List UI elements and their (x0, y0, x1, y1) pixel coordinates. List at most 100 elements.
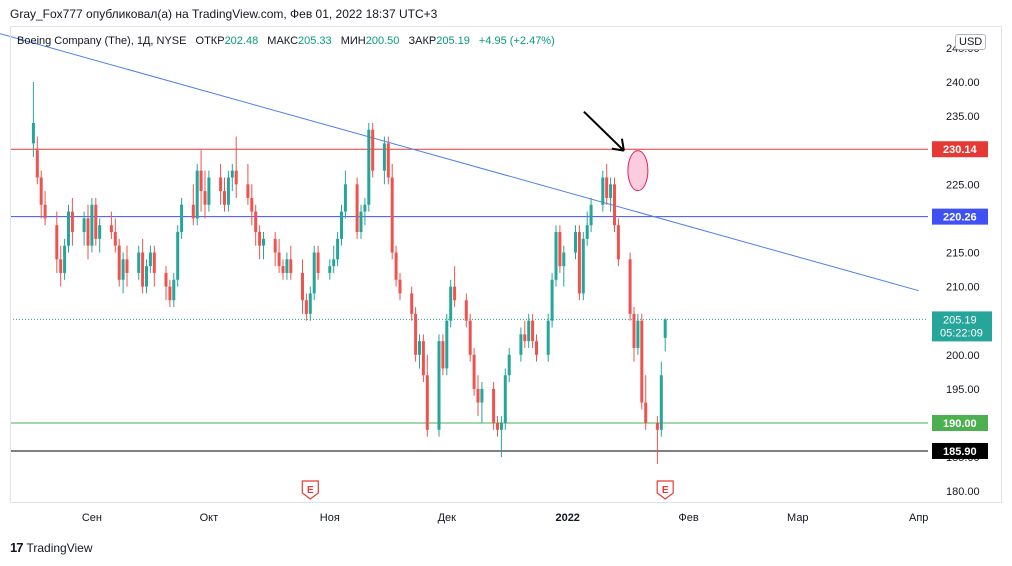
candle-body (386, 143, 390, 178)
candle-body (285, 259, 289, 273)
candle-body (195, 170, 199, 219)
candle-body (289, 259, 293, 273)
candle-body (63, 245, 67, 273)
candle-body (336, 238, 340, 260)
price-badge-label: 230.14 (943, 144, 978, 156)
candle-body (203, 191, 207, 205)
candle-body (67, 211, 70, 246)
candle-body (476, 388, 480, 403)
candle-body (562, 252, 566, 267)
earnings-label: E (662, 485, 669, 496)
candle-body (659, 375, 663, 430)
price-badge-label: 190.00 (943, 418, 977, 430)
candle-body (468, 320, 472, 355)
brand-name: TradingView (26, 540, 93, 555)
candle-body (250, 197, 254, 212)
tradingview-logo-icon: 17 (10, 540, 24, 555)
candle-body (121, 259, 125, 280)
candle-body (453, 286, 457, 301)
candle-body (527, 320, 531, 342)
candle-body (359, 211, 363, 233)
x-tick-label: Окт (200, 512, 219, 524)
candle-body (31, 122, 35, 144)
y-tick-label: 240.00 (946, 77, 980, 89)
annotation-arrow[interactable] (583, 110, 625, 152)
close-value: 205.19 (436, 35, 470, 47)
candle-body (70, 211, 74, 233)
candle-body (394, 252, 398, 280)
candle-body (609, 184, 613, 198)
candle-body (425, 375, 429, 430)
candle-body (281, 266, 285, 273)
candle-body (398, 279, 402, 294)
candle-body (164, 272, 168, 287)
current-price-label: 205.19 (943, 314, 977, 326)
candle-body (640, 320, 644, 403)
candle-body (601, 177, 605, 205)
candle-body (546, 320, 550, 355)
symbol-legend: Boeing Company (The), 1Д, NYSE ОТКР202.4… (17, 35, 555, 47)
symbol-title: Boeing Company (The), 1Д, NYSE (17, 35, 187, 47)
low-label: МИН (340, 35, 366, 47)
trendline[interactable] (0, 7, 919, 292)
candle-body (148, 252, 152, 267)
earnings-marker-icon[interactable] (301, 480, 319, 500)
candle-body (340, 211, 343, 239)
candle-body (414, 313, 418, 355)
candle-body (230, 170, 234, 178)
candle-body (191, 204, 195, 219)
candle-body (117, 245, 121, 280)
candle-body (449, 286, 453, 321)
candle-body (445, 320, 449, 369)
candle-body (304, 300, 308, 314)
highlight-ellipse[interactable] (627, 150, 649, 192)
candle-body (308, 293, 312, 314)
x-tick-label: Дек (438, 512, 457, 524)
x-tick-label: Ноя (320, 512, 340, 524)
candle-body (410, 293, 414, 314)
candle-body (35, 150, 39, 178)
candle-body (605, 177, 609, 198)
candle-body (636, 320, 640, 348)
open-label: ОТКР (195, 35, 225, 47)
current-price-badge (932, 311, 992, 342)
candle-body (152, 252, 156, 273)
candle-body (301, 272, 304, 301)
candle-body (585, 225, 589, 239)
close-label: ЗАКР (408, 35, 437, 47)
candle-body (94, 204, 98, 239)
earnings-marker-icon[interactable] (656, 480, 674, 500)
price-badge (932, 415, 988, 431)
candle-body (421, 341, 425, 376)
candle-body (655, 423, 659, 430)
low-value: 200.50 (365, 35, 400, 47)
candle-body (332, 259, 336, 267)
candle-body (328, 266, 332, 273)
candle-body (503, 375, 507, 423)
candle-body (628, 259, 632, 314)
high-value: 205.33 (298, 35, 332, 47)
candle-body (371, 129, 375, 171)
earnings-label: E (307, 485, 314, 496)
candle-body (550, 279, 554, 321)
price-badge-label: 185.90 (943, 446, 977, 458)
candle-body (382, 143, 386, 171)
candle-body (523, 334, 527, 342)
candle-body (574, 232, 577, 253)
price-badge-label: 220.26 (943, 212, 977, 224)
price-badge (932, 442, 988, 459)
candle-body (531, 320, 535, 342)
candle-body (254, 211, 258, 233)
candle-body (145, 266, 148, 287)
candle-body (554, 232, 558, 280)
price-badge (932, 141, 988, 158)
currency-button[interactable]: USD (955, 34, 987, 50)
candle-body (180, 204, 184, 233)
publish-info: Gray_Fox777 опубликовал(а) на TradingVie… (10, 7, 438, 21)
candle-body (367, 129, 371, 205)
arrow-head-icon (611, 138, 625, 152)
high-label: МАКС (267, 35, 299, 47)
candle-body (273, 238, 277, 253)
candle-body (390, 177, 394, 253)
